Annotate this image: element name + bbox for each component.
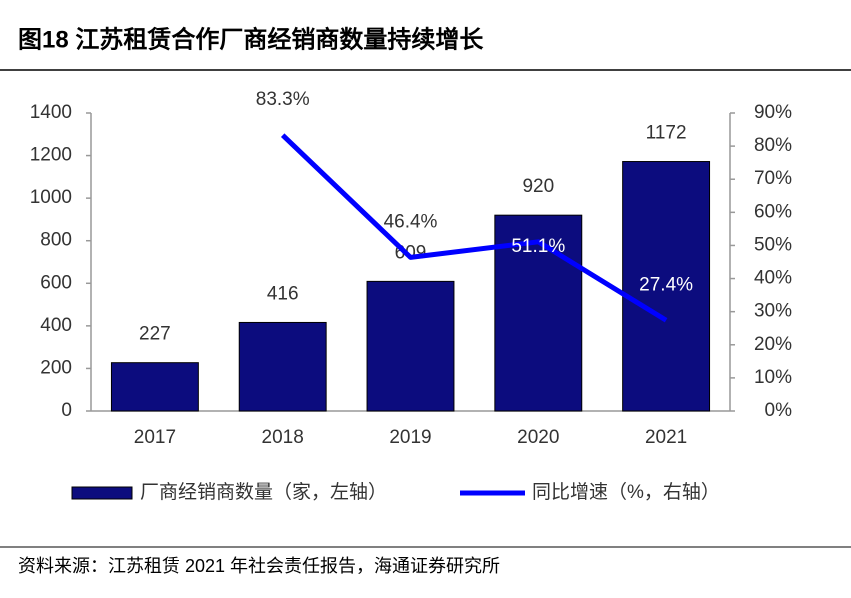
y2-tick-label: 80% [754,135,792,156]
legend-label: 同比增速（%，右轴） [532,481,720,503]
line-value-label: 27.4% [639,274,693,295]
chart-title: 图18 江苏租赁合作厂商经销商数量持续增长 [18,25,484,53]
line-value-label: 51.1% [511,236,565,257]
bar-value-label: 1172 [646,123,687,144]
x-tick-label: 2019 [389,427,431,448]
y2-tick-label: 30% [754,301,792,322]
bar [238,321,327,412]
line [280,133,668,323]
bar-value-label: 416 [267,283,299,304]
y-tick-label: 1200 [30,145,72,166]
y2-tick-label: 60% [754,201,792,222]
y2-tick-label: 0% [765,400,793,421]
x-tick-label: 2021 [645,427,687,448]
bar [366,280,455,412]
bar-value-label: 920 [522,176,554,197]
legend-swatch [71,486,133,500]
y-tick-label: 400 [40,315,72,336]
legend-label: 厂商经销商数量（家，左轴） [140,481,387,503]
y2-tick-label: 20% [754,334,792,355]
y-tick-label: 200 [40,357,72,378]
y2-tick-label: 90% [754,102,792,123]
bar-value-label: 227 [139,324,171,345]
y2-tick-label: 40% [754,268,792,289]
y2-tick-label: 50% [754,234,792,255]
y2-tick-label: 10% [754,367,792,388]
y-tick-label: 0 [61,400,72,421]
source-note: 资料来源：江苏租赁 2021 年社会责任报告，海通证券研究所 [18,556,500,576]
x-tick-label: 2020 [517,427,559,448]
y-tick-label: 800 [40,230,72,251]
x-tick-label: 2017 [134,427,176,448]
line-value-label: 46.4% [384,211,438,232]
x-tick-label: 2018 [262,427,304,448]
bar [622,161,711,412]
bar [110,362,199,412]
y2-tick-label: 70% [754,168,792,189]
y-tick-label: 600 [40,272,72,293]
y-tick-label: 1400 [30,102,72,123]
line-value-label: 83.3% [256,89,310,110]
y-tick-label: 1000 [30,187,72,208]
